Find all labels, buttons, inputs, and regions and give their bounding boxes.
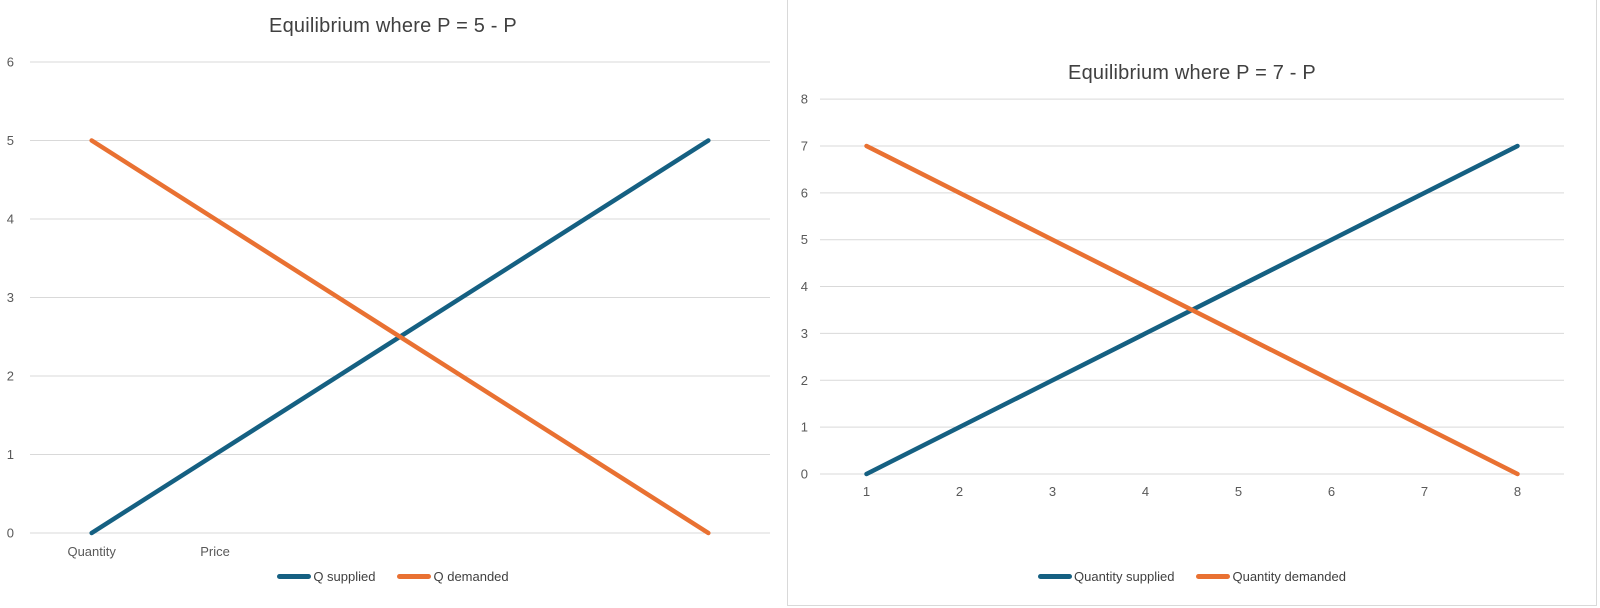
y-axis-tick-label: 0: [7, 526, 14, 541]
chart-title: Equilibrium where P = 7 - P: [1068, 62, 1316, 84]
legend-label: Q supplied: [313, 569, 376, 584]
chart-equilibrium-p5[interactable]: Equilibrium where P = 5 - P 0 1 2 3 4 5 6 Quant…: [0, 0, 786, 608]
x-axis-tick-label: 4: [1142, 484, 1149, 499]
line-plot-area: 0 1 2 3 4 5 6 Quantity Price: [7, 55, 770, 559]
y-axis-tick-label: 3: [7, 290, 14, 305]
y-axis-tick-label: 2: [801, 373, 808, 388]
legend-line-marker: [277, 574, 312, 579]
y-axis-tick-label: 8: [801, 92, 808, 107]
x-axis-tick-label: 3: [1049, 484, 1056, 499]
y-axis-tick-label: 5: [7, 133, 14, 148]
y-axis-tick-label: 0: [801, 467, 808, 482]
y-axis-tick-label: 5: [801, 232, 808, 247]
x-axis-tick-label: 7: [1421, 484, 1428, 499]
legend-item-quantity-demanded: Quantity demanded: [1196, 569, 1346, 584]
legend-label: Quantity demanded: [1232, 569, 1346, 584]
x-axis-tick-label: 5: [1235, 484, 1242, 499]
legend-label: Q demanded: [433, 569, 509, 584]
x-axis-tick-label: 2: [956, 484, 963, 499]
y-axis-tick-label: 1: [801, 420, 808, 435]
y-axis-tick-label: 2: [7, 369, 14, 384]
x-axis-tick-label: 8: [1514, 484, 1521, 499]
chart-equilibrium-p7[interactable]: Equilibrium where P = 7 - P 0 1 2 3 4 5 6 7 8 1 2 3…: [787, 0, 1597, 606]
chart-title: Equilibrium where P = 5 - P: [269, 15, 517, 37]
y-axis-tick-label: 6: [7, 55, 14, 70]
legend-line-marker: [397, 574, 432, 579]
chart-legend: Quantity supplied Quantity demanded: [788, 569, 1596, 584]
y-axis-tick-label: 1: [7, 447, 14, 462]
y-axis-tick-label: 6: [801, 185, 808, 200]
legend-item-q-supplied: Q supplied: [277, 569, 375, 584]
legend-item-quantity-supplied: Quantity supplied: [1038, 569, 1174, 584]
y-axis-tick-label: 7: [801, 138, 808, 153]
legend-line-marker: [1196, 574, 1231, 579]
legend-label: Quantity supplied: [1074, 569, 1175, 584]
series-line-1: [89, 138, 711, 536]
line-plot-area: 0 1 2 3 4 5 6 7 8 1 2 3 4 5 6 7 8: [801, 92, 1564, 499]
series-line-1: [864, 143, 1520, 477]
y-axis-tick-label: 3: [801, 326, 808, 341]
y-axis-tick-label: 4: [7, 212, 14, 227]
legend-line-marker: [1038, 574, 1073, 579]
x-axis-tick-label: 6: [1328, 484, 1335, 499]
x-axis-tick-label: Quantity: [67, 544, 116, 559]
legend-item-q-demanded: Q demanded: [397, 569, 509, 584]
chart-legend: Q supplied Q demanded: [0, 569, 786, 584]
x-axis-tick-label: 1: [863, 484, 870, 499]
x-axis-tick-label: Price: [200, 544, 230, 559]
y-axis-tick-label: 4: [801, 279, 808, 294]
